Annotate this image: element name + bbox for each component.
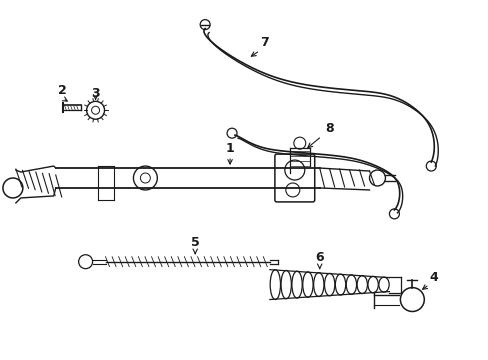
Text: 3: 3 xyxy=(91,87,100,100)
Text: 6: 6 xyxy=(315,251,324,264)
Text: 5: 5 xyxy=(190,236,199,249)
Text: 2: 2 xyxy=(58,84,67,97)
Text: 8: 8 xyxy=(325,122,333,135)
Text: 4: 4 xyxy=(429,271,438,284)
Text: 1: 1 xyxy=(225,141,234,155)
Text: 7: 7 xyxy=(260,36,269,49)
